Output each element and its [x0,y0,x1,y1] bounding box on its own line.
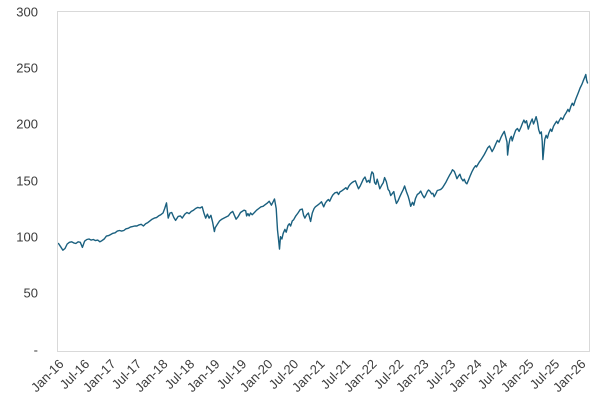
y-tick-label: 100 [16,229,38,245]
y-tick-label: - [33,342,38,357]
x-tick-label: Jan-19 [184,356,224,396]
x-tick-label: Jan-22 [341,356,380,396]
x-tick-label: Jan-17 [79,356,119,396]
x-tick-label: Jul-25 [527,356,563,392]
x-tick-label: Jul-23 [422,356,459,392]
x-tick-label: Jul-16 [56,356,93,392]
x-tick-label: Jul-18 [161,356,198,392]
x-tick-label: Jul-22 [370,356,406,392]
plot-canvas [58,73,589,251]
x-tick-label: Jul-17 [109,356,145,392]
y-tick-label: 150 [16,173,38,188]
y-tick-label: 200 [16,116,38,132]
x-tick-label: Jul-20 [265,356,302,392]
x-tick-label: Jan-18 [132,356,171,396]
y-tick-label: 250 [16,60,38,76]
x-tick-label: Jan-23 [393,356,433,396]
x-tick-label: Jan-20 [236,356,276,396]
y-tick-label: 300 [16,4,38,19]
x-tick-label: Jan-24 [445,356,485,396]
x-tick-label: Jan-16 [27,356,67,396]
x-tick-label: Jan-25 [497,356,537,396]
x-tick-label: Jul-21 [318,356,354,392]
x-tick-label: Jul-24 [474,356,511,392]
x-tick-label: Jul-19 [213,356,250,392]
x-tick-label: Jan-26 [550,356,589,396]
x-tick-label: Jan-21 [288,356,328,396]
series-line [58,73,589,251]
y-tick-label: 50 [23,285,38,301]
plot-area [57,11,590,352]
